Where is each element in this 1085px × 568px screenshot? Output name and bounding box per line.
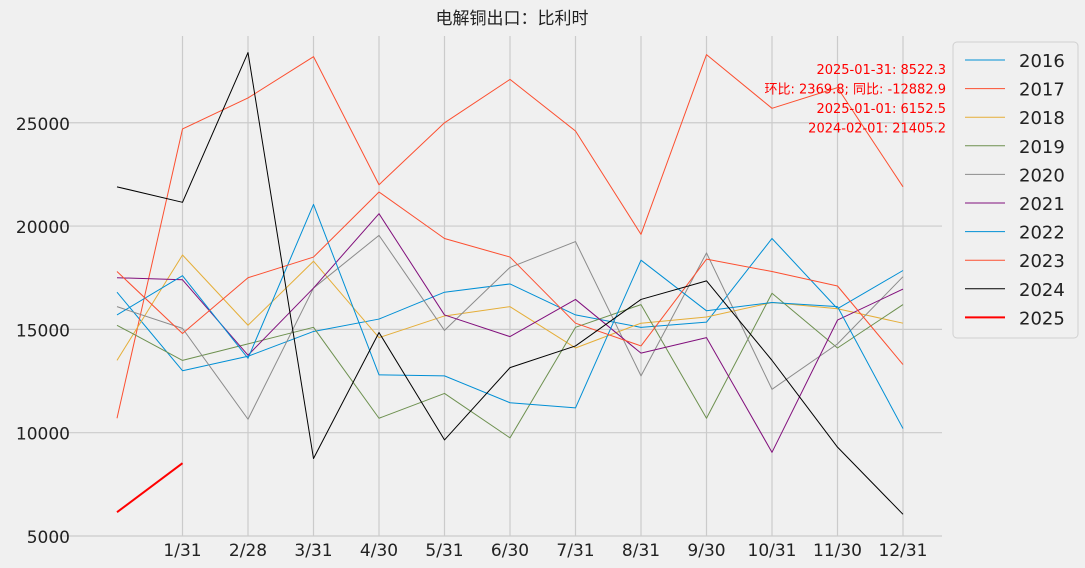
x-tick-label: 2/28 — [229, 541, 267, 561]
legend: 2016 2017 2018 2019 2020 2021 2022 2023 2024 2025 — [952, 41, 1079, 339]
x-tick-label: 11/30 — [813, 541, 862, 561]
x-tick-label: 3/31 — [294, 541, 332, 561]
annotation-text: 2025-01-31: 8522.3 — [816, 63, 946, 78]
y-axis-ticks: 5000 10000 15000 20000 25000 — [16, 115, 70, 548]
legend-box — [952, 41, 1079, 339]
legend-label: 2021 — [1019, 194, 1065, 215]
series-line-2024 — [116, 52, 904, 515]
x-tick-label: 5/31 — [425, 541, 463, 561]
x-tick-label: 7/31 — [556, 541, 594, 561]
legend-label: 2020 — [1019, 165, 1065, 186]
x-axis-ticks: 1/31 2/28 3/31 4/30 5/31 6/30 7/31 8/31 9/30 10/3… — [163, 541, 927, 561]
x-tick-label: 4/30 — [360, 541, 398, 561]
series-line-2017 — [116, 54, 904, 419]
legend-label: 2016 — [1019, 51, 1065, 72]
y-tick-label: 5000 — [27, 528, 70, 548]
legend-label: 2018 — [1019, 108, 1065, 129]
series-line-2021 — [116, 213, 904, 453]
y-tick-label: 20000 — [16, 218, 70, 238]
x-tick-label: 9/30 — [687, 541, 725, 561]
y-tick-label: 15000 — [16, 321, 70, 341]
legend-label: 2025 — [1019, 308, 1065, 329]
annotation-text: 环比: 2369.8; 同比: -12882.9 — [765, 83, 946, 98]
annotation-text: 2025-01-01: 6152.5 — [816, 102, 946, 117]
x-tick-label: 10/31 — [748, 541, 797, 561]
x-tick-label: 6/30 — [491, 541, 529, 561]
series-line-2020 — [116, 234, 904, 420]
y-tick-label: 25000 — [16, 115, 70, 135]
x-tick-label: 1/31 — [163, 541, 201, 561]
chart-title: 电解铜出口：比利时 — [436, 9, 589, 29]
series-line-2019 — [116, 292, 904, 439]
legend-label: 2019 — [1019, 137, 1065, 158]
annotation-text: 2024-02-01: 21405.2 — [808, 122, 946, 137]
legend-label: 2023 — [1019, 251, 1065, 272]
series-line-2025 — [116, 462, 184, 513]
x-tick-label: 8/31 — [622, 541, 660, 561]
annotations: 2025-01-31: 8522.3 环比: 2369.8; 同比: -12882… — [765, 63, 946, 137]
legend-label: 2022 — [1019, 223, 1065, 244]
series-line-2016 — [116, 237, 904, 372]
legend-label: 2024 — [1019, 280, 1065, 301]
y-tick-label: 10000 — [16, 425, 70, 445]
grid — [50, 36, 942, 537]
series-line-2023 — [116, 191, 904, 365]
series-line-2022 — [116, 203, 904, 429]
series-lines — [116, 52, 904, 515]
x-tick-label: 12/31 — [879, 541, 928, 561]
legend-label: 2017 — [1019, 80, 1065, 101]
